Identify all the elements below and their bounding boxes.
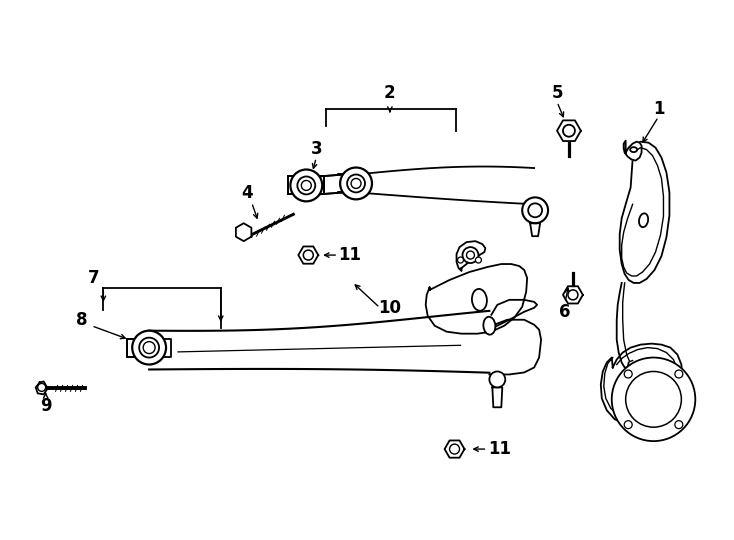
Polygon shape: [319, 174, 344, 194]
Circle shape: [528, 204, 542, 217]
Polygon shape: [298, 246, 319, 264]
Circle shape: [490, 372, 505, 387]
Circle shape: [303, 250, 313, 260]
Text: 8: 8: [76, 310, 87, 329]
Circle shape: [625, 372, 681, 427]
Circle shape: [675, 421, 683, 429]
Text: 11: 11: [488, 440, 511, 458]
Circle shape: [347, 174, 365, 192]
Text: 1: 1: [653, 100, 664, 118]
Polygon shape: [426, 264, 527, 334]
Polygon shape: [624, 140, 642, 160]
Circle shape: [143, 342, 155, 354]
Text: 5: 5: [551, 84, 563, 102]
Polygon shape: [445, 441, 465, 458]
Circle shape: [462, 247, 479, 263]
Polygon shape: [619, 141, 669, 283]
Polygon shape: [356, 166, 534, 204]
Text: 4: 4: [241, 184, 252, 202]
Circle shape: [568, 290, 578, 300]
Ellipse shape: [472, 289, 487, 310]
Ellipse shape: [631, 147, 637, 152]
Circle shape: [291, 170, 322, 201]
Circle shape: [522, 198, 548, 223]
Circle shape: [675, 370, 683, 378]
Text: 2: 2: [384, 84, 396, 102]
Circle shape: [351, 179, 361, 188]
Ellipse shape: [639, 213, 648, 227]
Polygon shape: [288, 177, 324, 194]
Ellipse shape: [484, 317, 495, 335]
Circle shape: [139, 338, 159, 357]
Circle shape: [340, 167, 372, 199]
Circle shape: [297, 177, 316, 194]
Circle shape: [611, 357, 695, 441]
Polygon shape: [530, 223, 540, 236]
Text: 9: 9: [40, 397, 51, 415]
Polygon shape: [36, 381, 48, 394]
Polygon shape: [563, 286, 583, 303]
Circle shape: [476, 257, 482, 263]
Circle shape: [449, 444, 459, 454]
Circle shape: [132, 330, 166, 365]
Polygon shape: [236, 223, 251, 241]
Circle shape: [457, 257, 463, 263]
Polygon shape: [557, 120, 581, 141]
Text: 11: 11: [338, 246, 362, 264]
Circle shape: [302, 180, 311, 191]
Text: 10: 10: [379, 299, 401, 317]
Circle shape: [624, 370, 632, 378]
Polygon shape: [457, 241, 485, 271]
Polygon shape: [127, 339, 171, 356]
Polygon shape: [601, 343, 683, 426]
Circle shape: [563, 125, 575, 137]
Polygon shape: [149, 311, 490, 373]
Circle shape: [624, 421, 632, 429]
Text: 3: 3: [310, 140, 322, 158]
Text: 7: 7: [87, 269, 99, 287]
Text: 6: 6: [559, 303, 571, 321]
Circle shape: [37, 383, 46, 392]
Polygon shape: [493, 387, 502, 407]
Circle shape: [467, 251, 474, 259]
